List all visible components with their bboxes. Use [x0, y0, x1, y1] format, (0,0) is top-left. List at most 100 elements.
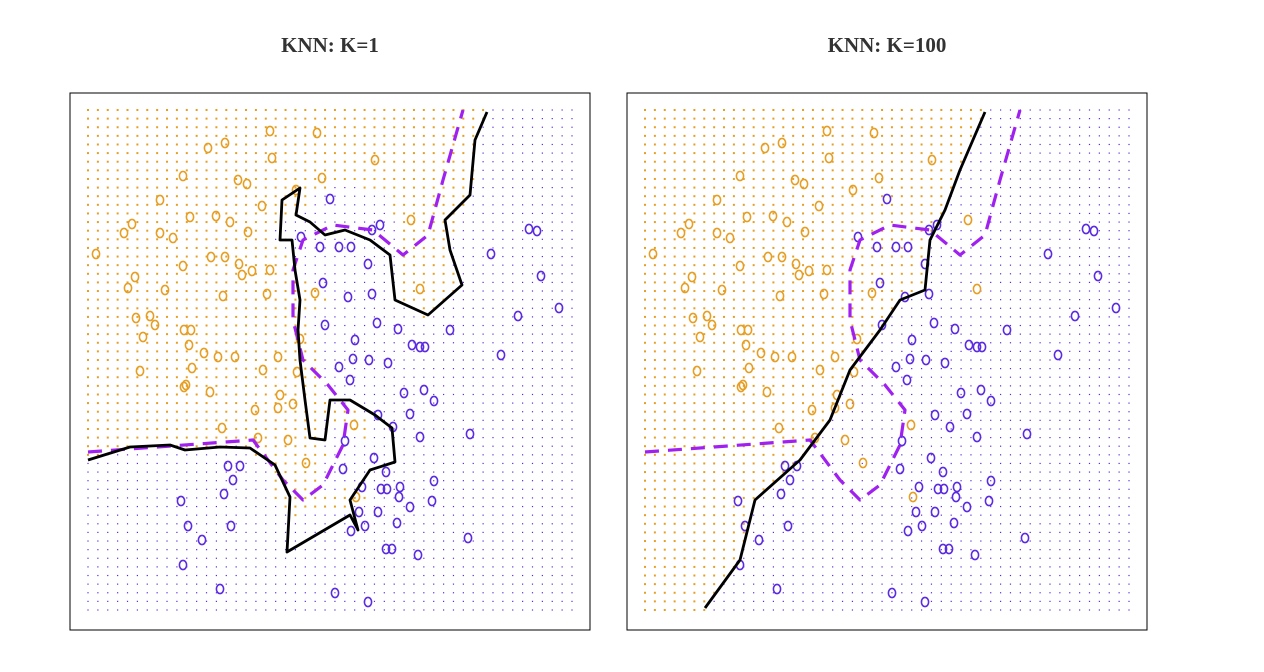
grid-dot: [344, 462, 346, 465]
grid-dot: [881, 186, 884, 189]
grid-dot: [175, 212, 178, 215]
grid-dot: [363, 574, 366, 577]
grid-dot: [561, 143, 563, 146]
grid-dot: [851, 307, 854, 310]
grid-dot: [334, 290, 336, 292]
grid-dot: [175, 333, 178, 336]
grid-dot: [811, 143, 814, 146]
grid-dot: [344, 592, 346, 594]
grid-dot: [1098, 238, 1100, 240]
grid-dot: [980, 221, 982, 223]
grid-dot: [245, 384, 248, 387]
grid-dot: [314, 126, 317, 129]
grid-dot: [442, 324, 445, 327]
grid-dot: [314, 609, 316, 611]
grid-dot: [225, 298, 228, 301]
grid-dot: [502, 273, 504, 275]
grid-dot: [87, 109, 89, 111]
grid-dot: [116, 160, 119, 163]
grid-dot: [482, 273, 484, 275]
grid-dot: [432, 238, 435, 241]
grid-dot: [452, 272, 455, 275]
grid-dot: [683, 384, 686, 387]
grid-dot: [245, 126, 248, 129]
point: [215, 583, 225, 595]
grid-dot: [673, 315, 676, 318]
grid-dot: [1098, 143, 1100, 146]
grid-dot: [861, 143, 864, 146]
grid-dot: [561, 583, 563, 585]
grid-dot: [663, 307, 666, 310]
grid-dot: [383, 428, 385, 430]
grid-dot: [831, 229, 834, 232]
grid-dot: [1088, 195, 1091, 197]
grid-dot: [146, 497, 148, 499]
grid-dot: [353, 134, 356, 137]
grid-dot: [403, 531, 405, 534]
grid-dot: [541, 505, 543, 508]
point: [187, 362, 197, 374]
grid-dot: [423, 333, 425, 335]
grid-dot: [264, 436, 267, 439]
grid-dot: [772, 264, 775, 267]
grid-dot: [782, 238, 785, 241]
grid-dot: [254, 307, 257, 310]
grid-dot: [314, 600, 316, 602]
grid-dot: [851, 169, 854, 172]
grid-dot: [663, 195, 666, 198]
point: [217, 422, 227, 434]
grid-dot: [522, 592, 524, 594]
grid-dot: [433, 592, 435, 594]
grid-dot: [891, 402, 893, 404]
grid-dot: [772, 117, 775, 120]
grid-dot: [950, 186, 953, 189]
grid-dot: [264, 315, 267, 318]
grid-dot: [1108, 333, 1110, 335]
grid-dot: [195, 384, 198, 387]
grid-dot: [811, 367, 814, 370]
grid-dot: [1019, 411, 1021, 413]
grid-dot: [254, 359, 257, 361]
grid-dot: [363, 359, 366, 361]
grid-dot: [185, 427, 188, 430]
grid-dot: [762, 195, 765, 198]
grid-dot: [1088, 161, 1091, 163]
grid-dot: [175, 109, 178, 111]
grid-dot: [482, 359, 484, 361]
grid-dot: [512, 549, 514, 551]
grid-dot: [999, 316, 1002, 318]
grid-dot: [403, 333, 405, 335]
grid-dot: [930, 160, 933, 163]
grid-dot: [265, 600, 267, 602]
grid-dot: [87, 152, 89, 155]
grid-dot: [403, 540, 405, 542]
grid-dot: [97, 505, 99, 508]
point: [213, 351, 223, 363]
grid-dot: [999, 212, 1002, 215]
grid-dot: [683, 246, 686, 249]
grid-dot: [693, 195, 696, 198]
point: [343, 291, 353, 303]
grid-dot: [393, 186, 396, 189]
grid-dot: [432, 134, 435, 137]
grid-dot: [264, 384, 267, 387]
grid-dot: [87, 341, 89, 344]
grid-dot: [393, 152, 396, 155]
grid-dot: [1059, 135, 1061, 137]
grid-dot: [324, 109, 327, 111]
grid-dot: [274, 479, 277, 482]
grid-dot: [920, 272, 923, 275]
grid-dot: [713, 186, 716, 189]
grid-dot: [106, 384, 109, 387]
grid-dot: [1108, 230, 1110, 232]
grid-dot: [762, 281, 765, 284]
grid-dot: [703, 427, 706, 430]
grid-dot: [116, 436, 119, 439]
grid-dot: [492, 540, 494, 542]
grid-dot: [492, 152, 494, 154]
grid-dot: [235, 341, 238, 344]
grid-dot: [363, 169, 366, 172]
grid-dot: [723, 221, 726, 224]
grid-dot: [363, 523, 366, 525]
grid-dot: [871, 333, 874, 336]
